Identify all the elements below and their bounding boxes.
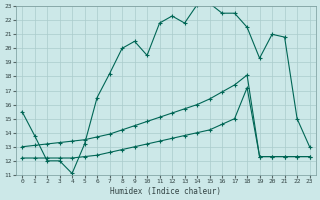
X-axis label: Humidex (Indice chaleur): Humidex (Indice chaleur) bbox=[110, 187, 221, 196]
